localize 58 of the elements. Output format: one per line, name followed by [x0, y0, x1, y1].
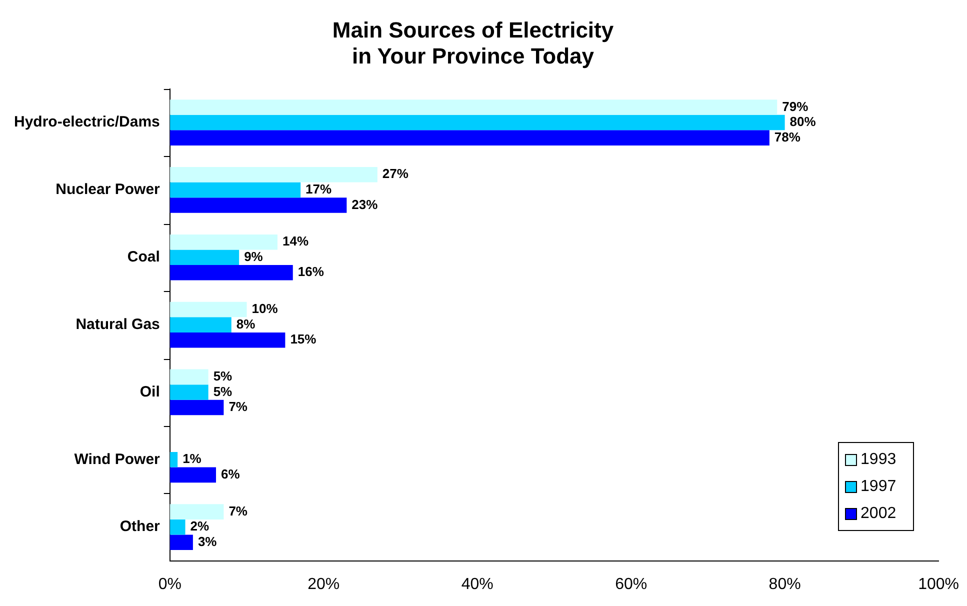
bar [170, 534, 193, 550]
data-label: 7% [228, 503, 248, 518]
bar [170, 504, 224, 520]
bar [170, 100, 778, 115]
x-tick-label: 0% [158, 576, 182, 593]
data-label: 5% [213, 384, 233, 399]
x-tick-label: 20% [308, 576, 340, 593]
bar [170, 167, 378, 182]
bar [170, 467, 216, 483]
bar [170, 250, 240, 266]
y-tick-label: Hydro-electric/Dams [14, 114, 160, 131]
data-label: 6% [221, 466, 240, 482]
data-label: 23% [352, 196, 378, 212]
x-tick-label: 80% [768, 576, 801, 593]
data-label: 3% [198, 534, 218, 549]
y-tick-label: Oil [140, 383, 160, 400]
bar [170, 369, 208, 385]
legend-label: 2002 [860, 505, 896, 524]
x-tick-label: 40% [461, 576, 494, 593]
data-label: 8% [236, 316, 256, 332]
data-label: 79% [782, 98, 809, 114]
data-label: 17% [306, 182, 332, 197]
data-label: 2% [190, 518, 210, 534]
data-label: 14% [282, 234, 309, 249]
bar [170, 265, 293, 280]
y-tick-label: Wind Power [74, 450, 160, 468]
data-label: 1% [182, 451, 202, 466]
bar [170, 400, 224, 416]
bar [170, 452, 178, 468]
data-label: 10% [252, 301, 278, 316]
bar [170, 198, 347, 213]
y-tick-label: Coal [127, 248, 160, 266]
data-label: 9% [244, 248, 264, 264]
bar [170, 332, 286, 348]
data-label: 7% [228, 399, 248, 414]
bar [170, 519, 186, 535]
bar [170, 114, 785, 130]
bar [170, 384, 208, 400]
bar [170, 234, 278, 250]
x-tick-label: 60% [615, 576, 648, 593]
bar [170, 182, 301, 198]
bar [170, 302, 247, 318]
x-tick-label: 100% [918, 576, 959, 593]
text: Main Sources of Electricity [332, 17, 614, 42]
text: in Your Province Today [352, 44, 594, 69]
y-tick-label: Other [120, 518, 160, 536]
data-label: 78% [774, 129, 801, 144]
legend-label: 1997 [860, 478, 896, 496]
data-label: 80% [790, 114, 816, 130]
y-tick-label: Natural Gas [76, 316, 160, 333]
data-label: 5% [213, 368, 233, 384]
data-label: 27% [382, 166, 409, 182]
y-tick-label: Nuclear Power [56, 181, 160, 198]
data-label: 16% [298, 264, 324, 280]
legend-label: 1993 [860, 451, 896, 470]
bar [170, 317, 232, 332]
data-label: 15% [290, 332, 317, 347]
bar [170, 130, 770, 146]
